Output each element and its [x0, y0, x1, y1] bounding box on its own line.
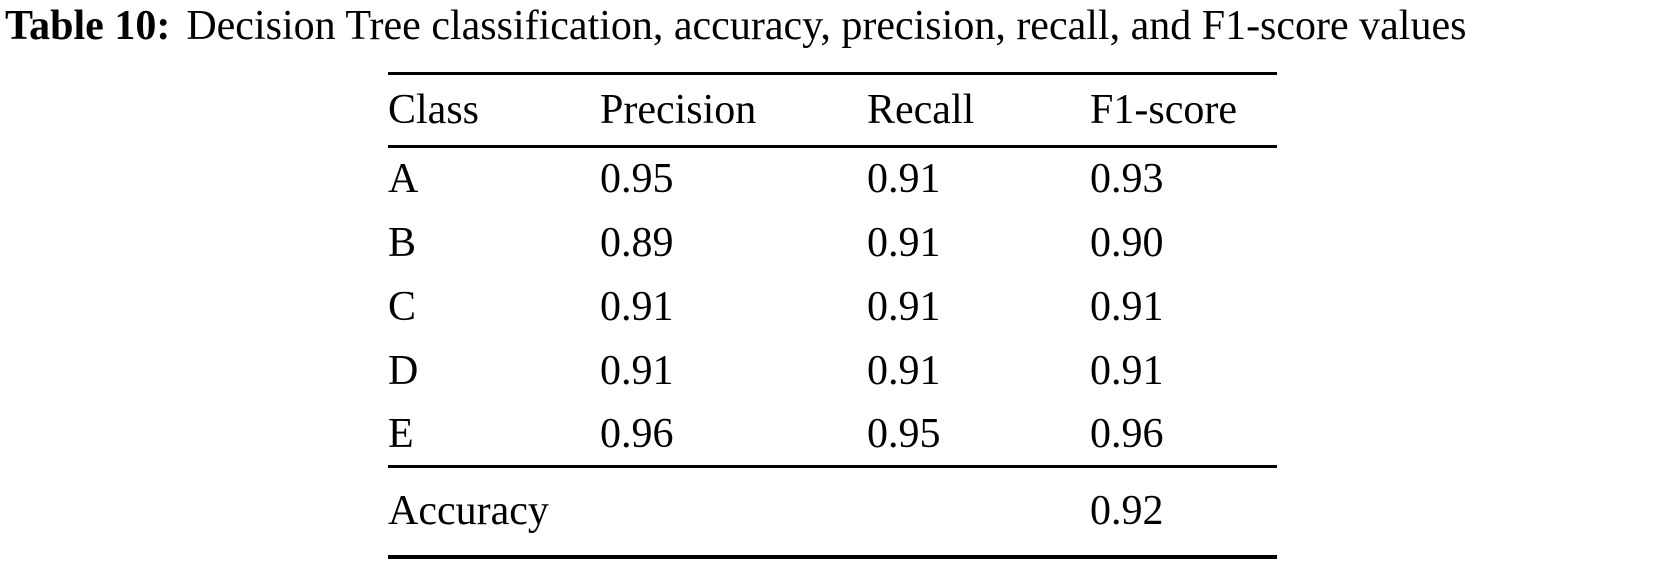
table-row: C 0.91 0.91 0.91	[388, 275, 1277, 339]
table-row: B 0.89 0.91 0.90	[388, 211, 1277, 275]
table-caption: Table 10: Decision Tree classification, a…	[5, 2, 1662, 50]
cell-f1-score: 0.90	[1090, 219, 1164, 266]
cell-recall: 0.95	[867, 402, 1090, 468]
cell-recall: 0.91	[867, 283, 941, 330]
cell-f1-score: 0.93	[1090, 156, 1164, 203]
table-header-row: Class Precision Recall F1-score	[388, 72, 1277, 148]
cell-f1-score: 0.96	[1090, 402, 1277, 468]
column-header-recall: Recall	[867, 72, 1090, 148]
table-caption-text: Decision Tree classification, accuracy, …	[186, 3, 1467, 49]
table-row: A 0.95 0.91 0.93	[388, 147, 1277, 211]
table-row: D 0.91 0.91 0.91	[388, 339, 1277, 403]
accuracy-label: Accuracy	[388, 466, 1090, 559]
accuracy-row: Accuracy 0.92	[388, 466, 1277, 559]
cell-precision: 0.96	[600, 402, 867, 468]
cell-f1-score: 0.91	[1090, 283, 1164, 330]
table-row: E 0.96 0.95 0.96	[388, 402, 1277, 468]
cell-precision: 0.91	[600, 283, 674, 330]
cell-precision: 0.95	[600, 156, 674, 203]
column-header-precision: Precision	[600, 72, 867, 148]
classification-metrics-table: Class Precision Recall F1-score A 0.95 0…	[388, 72, 1277, 559]
cell-class: A	[388, 156, 419, 203]
cell-class: D	[388, 347, 419, 394]
cell-class: B	[388, 219, 417, 266]
cell-f1-score: 0.91	[1090, 347, 1164, 394]
table-caption-label: Table 10:	[5, 3, 171, 49]
cell-precision: 0.91	[600, 347, 674, 394]
column-header-class: Class	[388, 72, 600, 148]
column-header-f1-score: F1-score	[1090, 72, 1277, 148]
cell-recall: 0.91	[867, 156, 941, 203]
cell-precision: 0.89	[600, 219, 674, 266]
cell-recall: 0.91	[867, 347, 941, 394]
accuracy-value: 0.92	[1090, 466, 1277, 559]
cell-recall: 0.91	[867, 219, 941, 266]
cell-class: E	[388, 402, 600, 468]
cell-class: C	[388, 283, 417, 330]
